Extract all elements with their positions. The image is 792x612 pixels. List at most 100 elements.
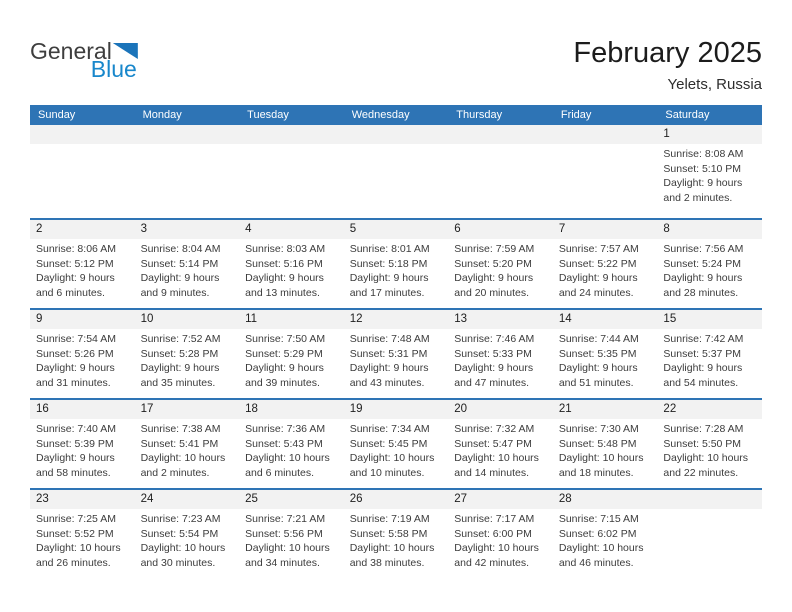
- day-details-16: Sunrise: 7:40 AM Sunset: 5:39 PM Daylight:…: [30, 419, 135, 480]
- day-details-21: Sunrise: 7:30 AM Sunset: 5:48 PM Daylight:…: [553, 419, 658, 480]
- weekday-monday: Monday: [142, 109, 182, 121]
- day-cell-6: 6 Sunrise: 7:59 AM Sunset: 5:20 PM Daylight…: [448, 220, 553, 308]
- day-cell-12: 12 Sunrise: 7:48 AM Sunset: 5:31 PM Dayligh…: [343, 310, 449, 398]
- day-number-28: 28: [552, 490, 658, 509]
- day-number-empty: [448, 125, 553, 144]
- sunrise-text: Sunrise: 7:46 AM: [454, 333, 535, 345]
- sunrise-text: Sunrise: 7:17 AM: [454, 513, 535, 525]
- day-number-13: 13: [448, 310, 553, 329]
- daylight-text: Daylight: 9 hours and 39 minutes.: [245, 362, 324, 389]
- sunrise-text: Sunrise: 7:42 AM: [663, 333, 744, 345]
- day-number-4: 4: [239, 220, 344, 239]
- sunrise-text: Sunrise: 7:25 AM: [36, 513, 116, 525]
- sunrise-text: Sunrise: 8:04 AM: [140, 243, 221, 255]
- day-cell-empty: [134, 125, 240, 218]
- day-cell-8: 8 Sunrise: 7:56 AM Sunset: 5:24 PM Daylight…: [657, 220, 762, 308]
- day-number-22: 22: [657, 400, 762, 419]
- day-number-15: 15: [657, 310, 762, 329]
- sunrise-text: Sunrise: 7:19 AM: [349, 513, 430, 525]
- calendar: Sunday Monday Tuesday Wednesday Thursday Frid…: [30, 105, 762, 578]
- day-cell-9: 9 Sunrise: 7:54 AM Sunset: 5:26 PM Daylight…: [30, 310, 135, 398]
- sunrise-text: Sunrise: 8:03 AM: [245, 243, 326, 255]
- daylight-text: Daylight: 9 hours and 9 minutes.: [140, 272, 220, 299]
- general-blue-logo: General Blue: [30, 40, 138, 81]
- day-number-11: 11: [239, 310, 344, 329]
- day-details-19: Sunrise: 7:34 AM Sunset: 5:45 PM Daylight:…: [344, 419, 449, 480]
- day-number-empty: [343, 125, 449, 144]
- day-cell-empty: [657, 490, 762, 578]
- day-number-6: 6: [448, 220, 553, 239]
- sunset-text: Sunset: 6:00 PM: [454, 527, 532, 540]
- sunrise-text: Sunrise: 7:36 AM: [245, 423, 326, 435]
- day-details-18: Sunrise: 7:36 AM Sunset: 5:43 PM Daylight:…: [239, 419, 344, 480]
- day-cell-25: 25 Sunrise: 7:21 AM Sunset: 5:56 PM Dayligh…: [239, 490, 344, 578]
- day-number-12: 12: [343, 310, 449, 329]
- day-cell-10: 10 Sunrise: 7:52 AM Sunset: 5:28 PM Dayligh…: [134, 310, 240, 398]
- day-details-20: Sunrise: 7:32 AM Sunset: 5:47 PM Daylight:…: [448, 419, 553, 480]
- week-row-2: 2 Sunrise: 8:06 AM Sunset: 5:12 PM Daylight…: [30, 218, 762, 308]
- day-number-empty: [552, 125, 658, 144]
- calendar-grid: 1 Sunrise: 8:08 AM Sunset: 5:10 PM Daylight…: [30, 125, 762, 578]
- daylight-text: Daylight: 10 hours and 26 minutes.: [36, 542, 121, 569]
- day-details-12: Sunrise: 7:48 AM Sunset: 5:31 PM Daylight:…: [344, 329, 449, 390]
- sunset-text: Sunset: 6:02 PM: [558, 527, 637, 540]
- day-number-27: 27: [448, 490, 553, 509]
- day-details-17: Sunrise: 7:38 AM Sunset: 5:41 PM Daylight:…: [135, 419, 240, 480]
- day-cell-18: 18 Sunrise: 7:36 AM Sunset: 5:43 PM Dayligh…: [239, 400, 344, 488]
- day-cell-1: 1 Sunrise: 8:08 AM Sunset: 5:10 PM Daylight…: [657, 125, 762, 218]
- day-cell-22: 22 Sunrise: 7:28 AM Sunset: 5:50 PM Dayligh…: [657, 400, 762, 488]
- sunset-text: Sunset: 5:45 PM: [349, 437, 428, 450]
- weekday-sunday: Sunday: [38, 109, 76, 121]
- weekday-friday: Friday: [560, 109, 592, 121]
- daylight-text: Daylight: 10 hours and 42 minutes.: [454, 542, 539, 569]
- day-cell-empty: [448, 125, 553, 218]
- day-cell-19: 19 Sunrise: 7:34 AM Sunset: 5:45 PM Dayligh…: [343, 400, 449, 488]
- sunrise-text: Sunrise: 7:38 AM: [140, 423, 221, 435]
- day-number-19: 19: [343, 400, 449, 419]
- sunset-text: Sunset: 5:50 PM: [663, 437, 742, 450]
- daylight-text: Daylight: 10 hours and 46 minutes.: [558, 542, 644, 569]
- day-details-13: Sunrise: 7:46 AM Sunset: 5:33 PM Daylight:…: [448, 329, 553, 390]
- daylight-text: Daylight: 10 hours and 30 minutes.: [140, 542, 226, 569]
- day-details-10: Sunrise: 7:52 AM Sunset: 5:28 PM Daylight:…: [135, 329, 240, 390]
- weekday-header-row: Sunday Monday Tuesday Wednesday Thursday Frid…: [30, 105, 762, 125]
- daylight-text: Daylight: 10 hours and 22 minutes.: [663, 452, 749, 479]
- day-number-2: 2: [30, 220, 135, 239]
- day-cell-empty: [239, 125, 344, 218]
- daylight-text: Daylight: 10 hours and 2 minutes.: [140, 452, 226, 479]
- day-details-14: Sunrise: 7:44 AM Sunset: 5:35 PM Daylight:…: [553, 329, 658, 390]
- day-details-7: Sunrise: 7:57 AM Sunset: 5:22 PM Daylight:…: [553, 239, 658, 300]
- week-row-1: 1 Sunrise: 8:08 AM Sunset: 5:10 PM Daylight…: [30, 125, 762, 218]
- daylight-text: Daylight: 10 hours and 38 minutes.: [349, 542, 435, 569]
- day-cell-empty: [552, 125, 658, 218]
- daylight-text: Daylight: 9 hours and 17 minutes.: [349, 272, 429, 299]
- daylight-text: Daylight: 10 hours and 14 minutes.: [454, 452, 539, 479]
- daylight-text: Daylight: 10 hours and 10 minutes.: [349, 452, 435, 479]
- sunset-text: Sunset: 5:18 PM: [349, 257, 428, 270]
- day-number-20: 20: [448, 400, 553, 419]
- sunrise-text: Sunrise: 7:15 AM: [558, 513, 639, 525]
- sunrise-text: Sunrise: 7:48 AM: [349, 333, 430, 345]
- day-cell-empty: [30, 125, 135, 218]
- weekday-saturday: Saturday: [665, 109, 710, 121]
- day-cell-14: 14 Sunrise: 7:44 AM Sunset: 5:35 PM Dayligh…: [552, 310, 658, 398]
- sunrise-text: Sunrise: 7:50 AM: [245, 333, 326, 345]
- daylight-text: Daylight: 10 hours and 34 minutes.: [245, 542, 330, 569]
- sunset-text: Sunset: 5:28 PM: [140, 347, 219, 360]
- day-number-16: 16: [30, 400, 135, 419]
- sunrise-text: Sunrise: 7:40 AM: [36, 423, 116, 435]
- day-number-21: 21: [552, 400, 658, 419]
- day-cell-2: 2 Sunrise: 8:06 AM Sunset: 5:12 PM Daylight…: [30, 220, 135, 308]
- day-cell-3: 3 Sunrise: 8:04 AM Sunset: 5:14 PM Daylight…: [134, 220, 240, 308]
- sunset-text: Sunset: 5:22 PM: [558, 257, 637, 270]
- sunrise-text: Sunrise: 8:08 AM: [663, 148, 744, 160]
- day-number-empty: [134, 125, 240, 144]
- day-details-28: Sunrise: 7:15 AM Sunset: 6:02 PM Daylight:…: [553, 509, 658, 570]
- day-details-8: Sunrise: 7:56 AM Sunset: 5:24 PM Daylight:…: [657, 239, 762, 300]
- day-cell-20: 20 Sunrise: 7:32 AM Sunset: 5:47 PM Dayligh…: [448, 400, 553, 488]
- day-details-3: Sunrise: 8:04 AM Sunset: 5:14 PM Daylight:…: [135, 239, 240, 300]
- sunset-text: Sunset: 5:20 PM: [454, 257, 532, 270]
- day-cell-17: 17 Sunrise: 7:38 AM Sunset: 5:41 PM Dayligh…: [134, 400, 240, 488]
- day-number-empty: [30, 125, 135, 144]
